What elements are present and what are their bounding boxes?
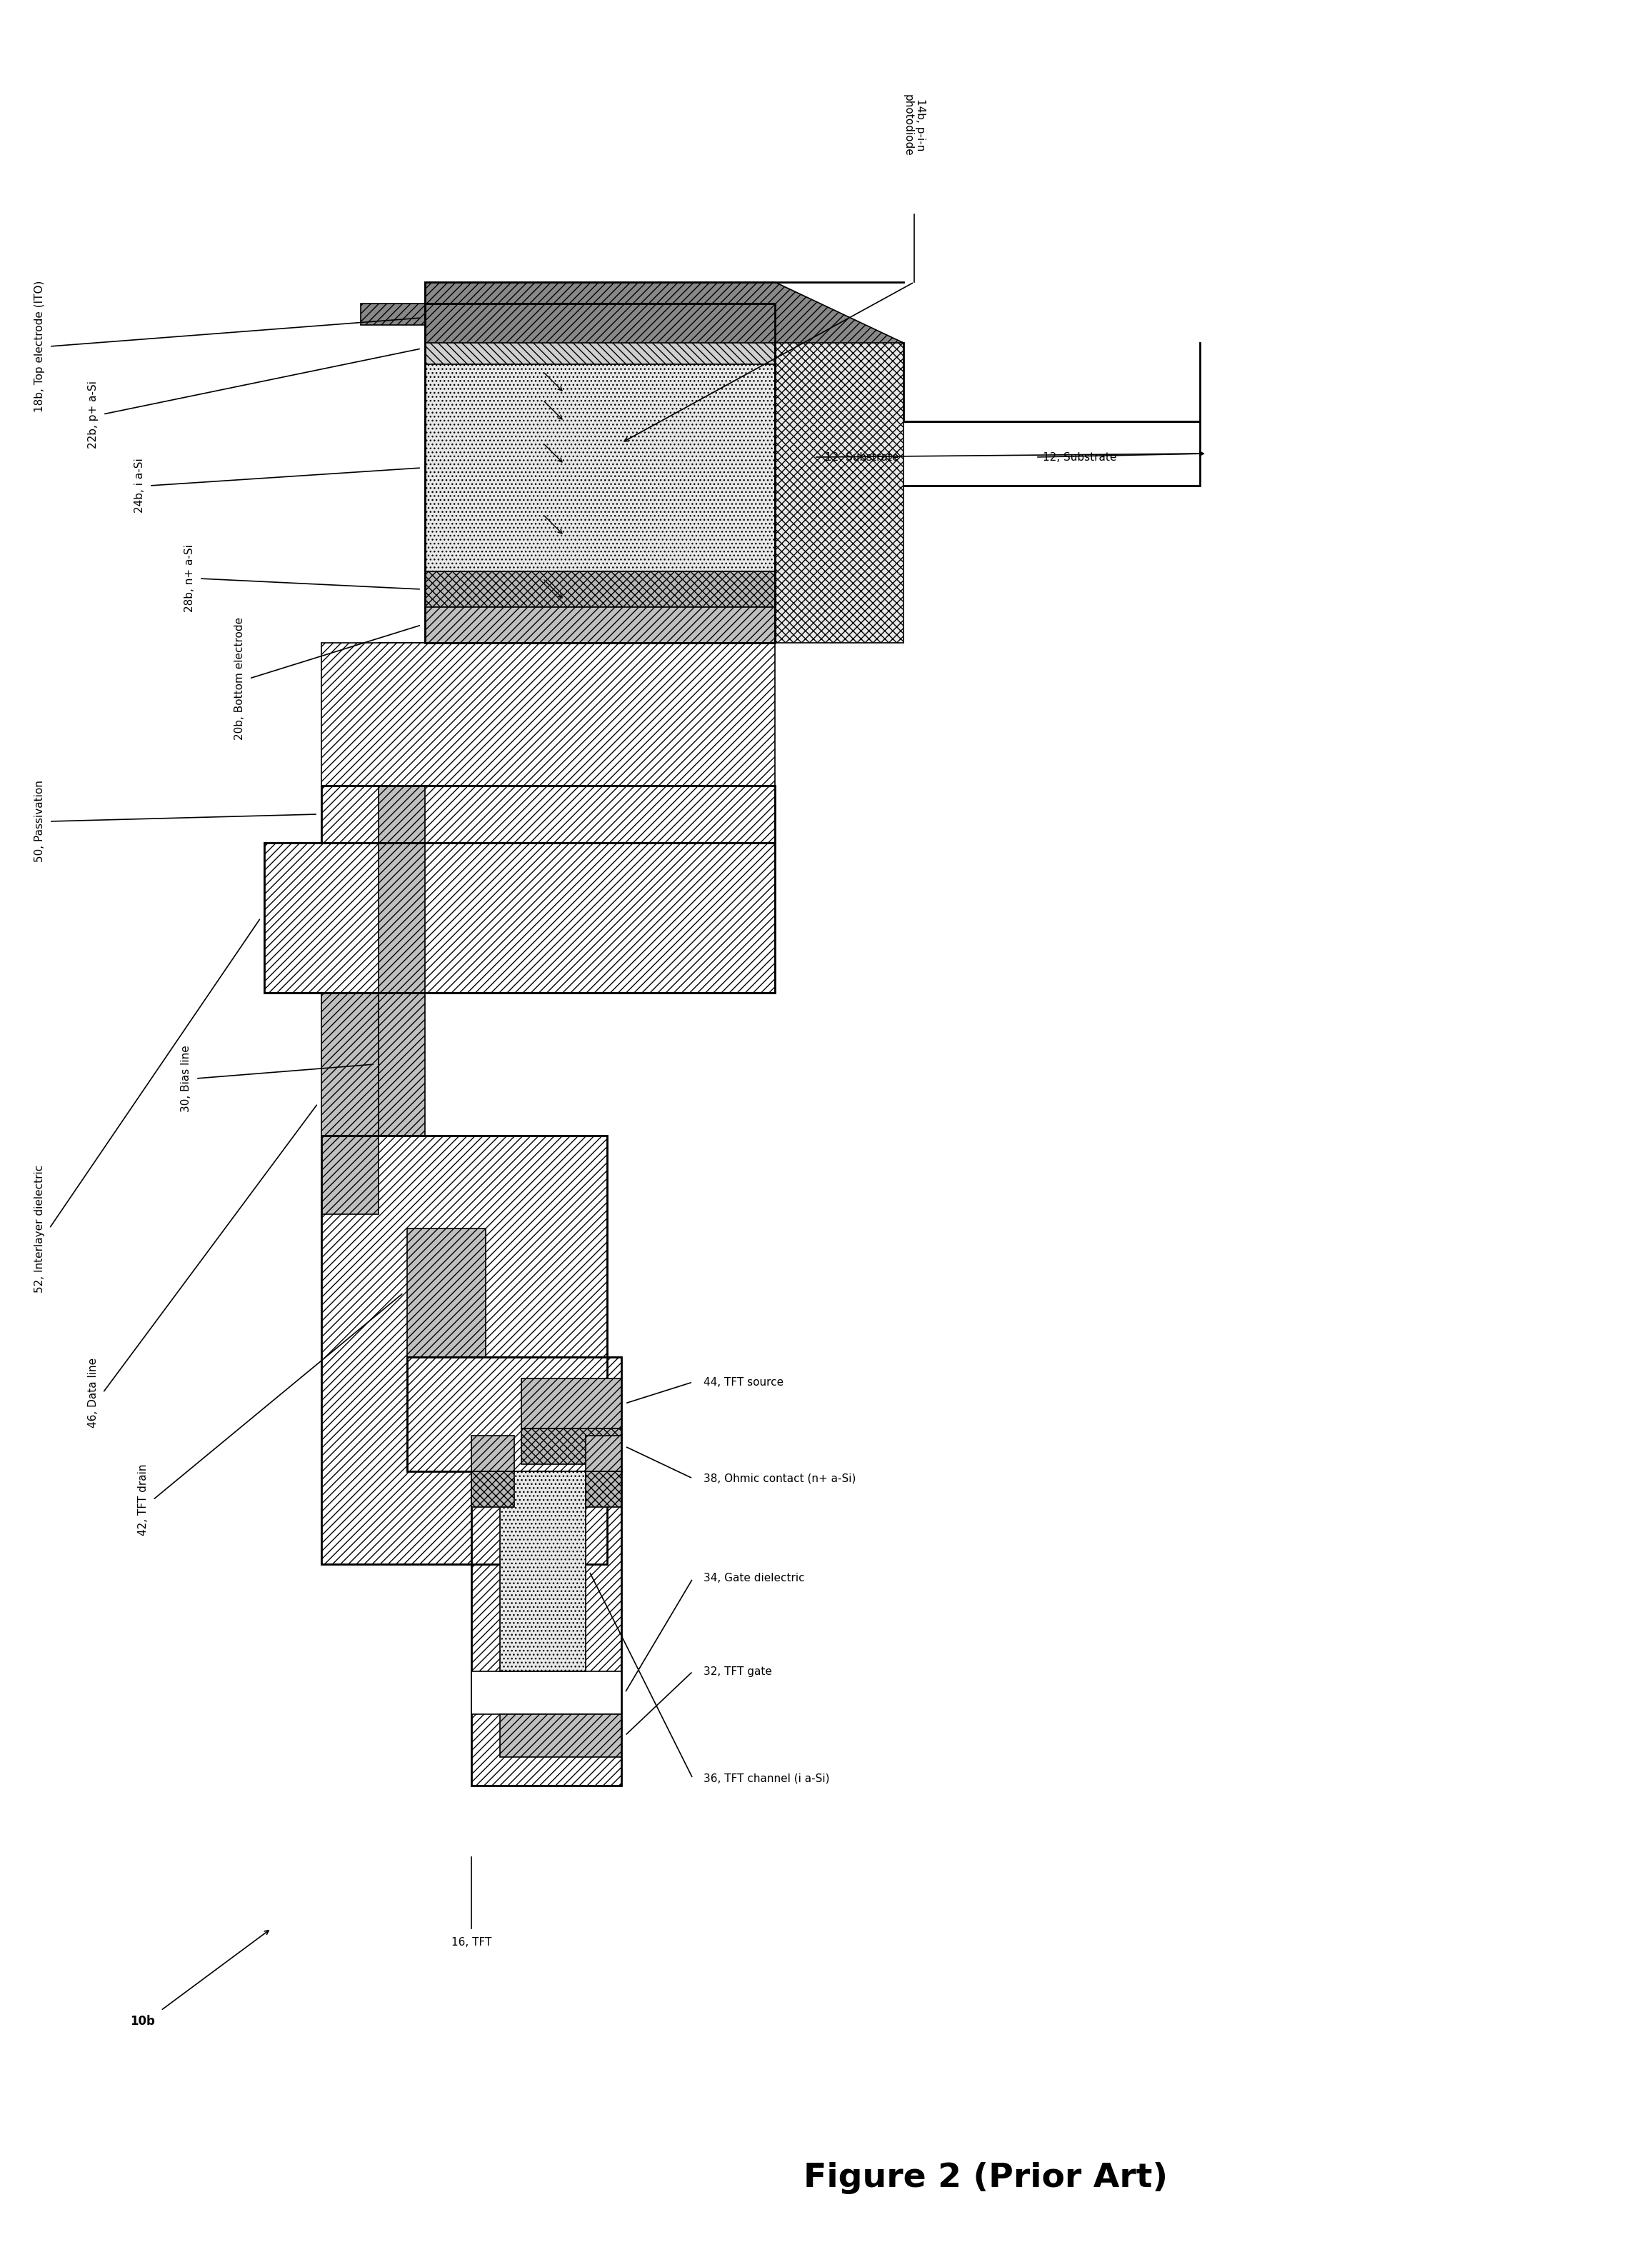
Text: 34, Gate dielectric: 34, Gate dielectric — [704, 1573, 805, 1584]
Polygon shape — [425, 282, 904, 343]
Polygon shape — [522, 1379, 621, 1429]
Text: 12, Substrate: 12, Substrate — [824, 451, 899, 463]
Polygon shape — [425, 302, 775, 332]
Text: 10b: 10b — [131, 2016, 155, 2027]
Polygon shape — [322, 993, 378, 1214]
Polygon shape — [425, 363, 775, 571]
Polygon shape — [425, 332, 775, 363]
Text: 30, Bias line: 30, Bias line — [180, 1045, 192, 1113]
Polygon shape — [378, 643, 425, 993]
Polygon shape — [322, 785, 775, 842]
Polygon shape — [522, 1429, 621, 1465]
Polygon shape — [471, 1472, 621, 1785]
Polygon shape — [775, 422, 1199, 485]
Text: 22b, p+ a-Si: 22b, p+ a-Si — [88, 381, 97, 449]
Text: 50, Passivation: 50, Passivation — [35, 781, 45, 862]
Text: 28b, n+ a-Si: 28b, n+ a-Si — [183, 544, 195, 612]
Polygon shape — [501, 1713, 621, 1756]
Polygon shape — [471, 1435, 514, 1472]
Polygon shape — [586, 1472, 621, 1508]
Polygon shape — [322, 1135, 606, 1564]
Polygon shape — [406, 1228, 486, 1356]
Polygon shape — [378, 993, 425, 1135]
Polygon shape — [322, 643, 775, 785]
Polygon shape — [775, 302, 904, 643]
Polygon shape — [425, 607, 775, 643]
Polygon shape — [360, 302, 425, 325]
Text: 12, Substrate: 12, Substrate — [1042, 451, 1117, 463]
Text: 16, TFT: 16, TFT — [451, 1937, 492, 1948]
Text: 38, Ohmic contact (n+ a-Si): 38, Ohmic contact (n+ a-Si) — [704, 1474, 856, 1483]
Text: 14b, p-i-n
photodiode: 14b, p-i-n photodiode — [902, 95, 925, 156]
Text: 36, TFT channel (i a-Si): 36, TFT channel (i a-Si) — [704, 1774, 829, 1783]
Polygon shape — [586, 1435, 621, 1472]
Text: 52, Interlayer dielectric: 52, Interlayer dielectric — [35, 1165, 45, 1293]
Polygon shape — [471, 1672, 621, 1713]
Polygon shape — [775, 302, 904, 422]
Text: 42, TFT drain: 42, TFT drain — [137, 1465, 149, 1535]
Text: Figure 2 (Prior Art): Figure 2 (Prior Art) — [803, 2162, 1168, 2194]
Polygon shape — [501, 1472, 586, 1672]
Text: 32, TFT gate: 32, TFT gate — [704, 1666, 771, 1677]
Text: 18b, Top electrode (ITO): 18b, Top electrode (ITO) — [35, 280, 45, 413]
Polygon shape — [406, 1356, 621, 1472]
Text: 20b, Bottom electrode: 20b, Bottom electrode — [235, 616, 244, 740]
Text: 24b, i a-Si: 24b, i a-Si — [134, 458, 145, 512]
Polygon shape — [471, 1472, 514, 1508]
Polygon shape — [425, 571, 775, 607]
Text: 44, TFT source: 44, TFT source — [704, 1377, 783, 1388]
Text: 46, Data line: 46, Data line — [88, 1359, 97, 1429]
Polygon shape — [264, 842, 775, 993]
